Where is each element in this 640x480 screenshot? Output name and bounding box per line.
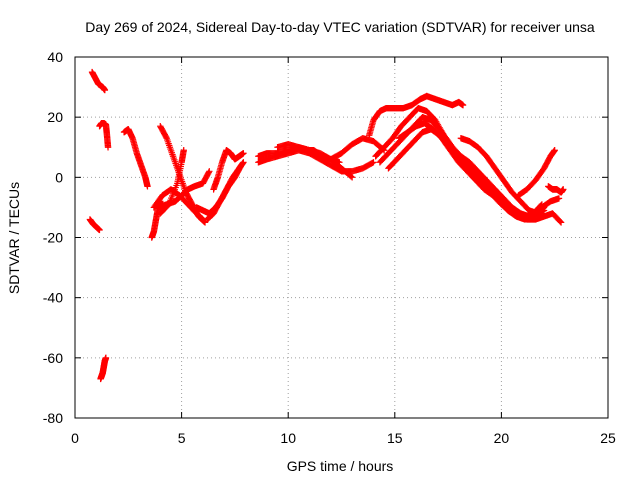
x-tick-label: 0 bbox=[71, 430, 79, 446]
data-point bbox=[205, 169, 212, 176]
data-point bbox=[370, 159, 377, 166]
data-point bbox=[199, 215, 206, 223]
data-point bbox=[557, 219, 565, 226]
y-tick-label: 0 bbox=[55, 169, 63, 185]
data-point bbox=[551, 147, 558, 154]
series-arc-c2 bbox=[150, 186, 207, 223]
data-point bbox=[348, 174, 356, 181]
series-arc-f1 bbox=[366, 92, 430, 139]
data-point bbox=[96, 226, 103, 234]
x-tick-label: 20 bbox=[494, 430, 510, 446]
data-point bbox=[104, 144, 112, 151]
y-tick-label: 20 bbox=[47, 109, 63, 125]
data-point bbox=[369, 159, 376, 167]
x-tick-label: 15 bbox=[387, 430, 403, 446]
series-arc-a3 bbox=[96, 119, 112, 151]
y-tick-label: -60 bbox=[43, 350, 63, 366]
series-arc-a1 bbox=[88, 68, 109, 94]
data-point bbox=[560, 186, 567, 193]
data-point bbox=[144, 183, 151, 190]
data-point bbox=[198, 215, 205, 222]
x-tick-label: 5 bbox=[178, 430, 186, 446]
axis-ticks: 0 5 10 15 20 25 -80 -60 -40 -20 0 20 40 bbox=[43, 49, 616, 446]
data-point bbox=[240, 159, 247, 166]
series-arc-a2 bbox=[86, 216, 103, 234]
data-point bbox=[540, 207, 548, 214]
x-tick-label: 10 bbox=[280, 430, 296, 446]
series-arc-f6 bbox=[395, 119, 565, 226]
series-arc-f2 bbox=[423, 92, 467, 109]
series-arc-g3 bbox=[545, 183, 567, 196]
y-tick-label: -20 bbox=[43, 230, 63, 246]
data-point bbox=[102, 354, 110, 362]
series-arc-b1 bbox=[120, 126, 151, 190]
data-point bbox=[240, 150, 247, 157]
series-arc-a4 bbox=[97, 354, 110, 383]
data-point bbox=[101, 86, 109, 94]
grid bbox=[75, 57, 608, 418]
y-tick-label: 40 bbox=[47, 49, 63, 65]
plot-frame bbox=[74, 56, 609, 419]
y-axis-title: SDTVAR / TECUs bbox=[6, 182, 22, 294]
series-arc-e4 bbox=[302, 147, 343, 166]
data-point bbox=[347, 173, 355, 180]
chart-title: Day 269 of 2024, Sidereal Day-to-day VTE… bbox=[85, 19, 595, 35]
data-point bbox=[336, 159, 343, 166]
y-tick-label: -80 bbox=[43, 410, 63, 426]
series-arc-c4 bbox=[154, 168, 213, 211]
data-point bbox=[180, 147, 187, 154]
x-axis-title: GPS time / hours bbox=[287, 458, 394, 474]
series-arc-g2 bbox=[515, 147, 558, 199]
y-tick-label: -40 bbox=[43, 290, 63, 306]
data-point bbox=[206, 168, 213, 175]
data-point bbox=[555, 195, 563, 202]
series-arc-g1 bbox=[457, 135, 548, 217]
data-point bbox=[557, 218, 564, 225]
data-point bbox=[162, 133, 170, 141]
series-arc-d2 bbox=[203, 159, 247, 223]
x-tick-label: 25 bbox=[600, 430, 616, 446]
series-arc-d3 bbox=[210, 147, 247, 193]
data-point bbox=[459, 101, 467, 109]
data-points bbox=[86, 68, 567, 383]
